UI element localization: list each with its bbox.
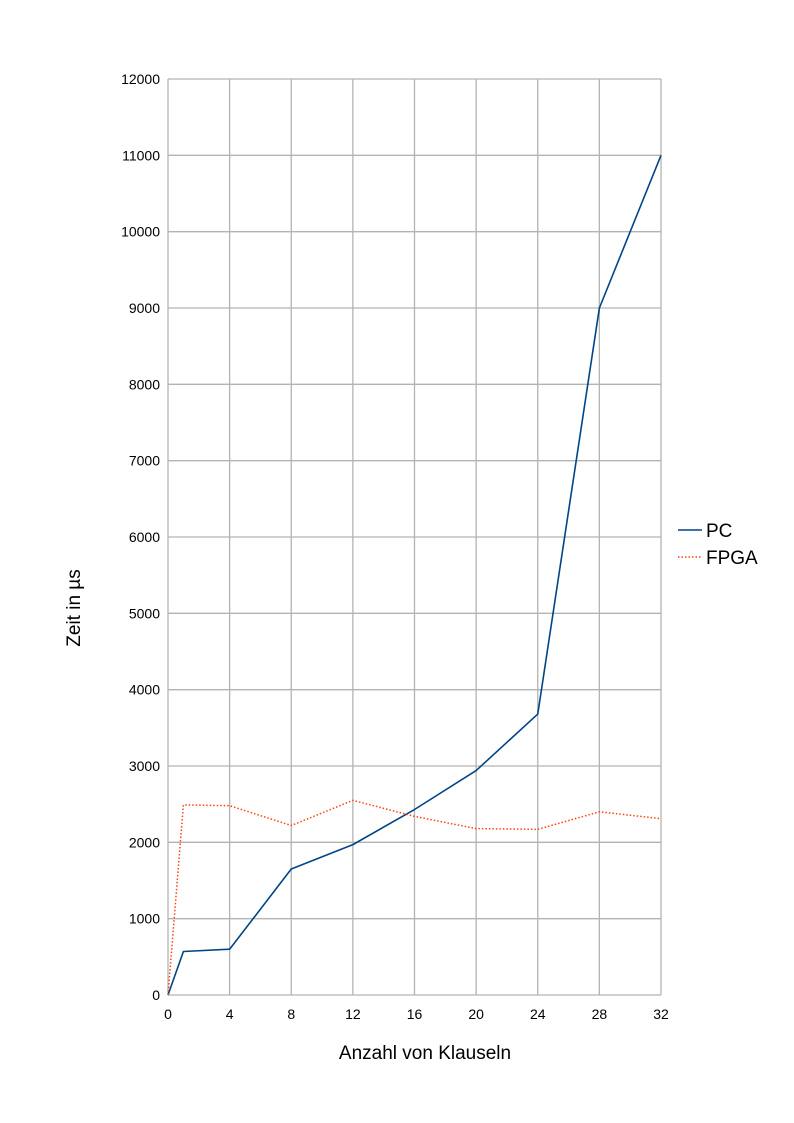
x-tick-labels: 0 4 8 12 16 20 24 28 32 <box>164 1006 669 1022</box>
y-tick-label: 1000 <box>129 911 160 927</box>
y-axis-title: Zeit in µs <box>64 569 85 646</box>
x-tick-label: 12 <box>345 1006 361 1022</box>
series-lines <box>167 155 662 996</box>
series-line-pc <box>167 155 662 996</box>
x-tick-label: 24 <box>530 1006 546 1022</box>
x-tick-label: 0 <box>164 1006 172 1022</box>
x-tick-label: 32 <box>653 1006 669 1022</box>
y-tick-label: 9000 <box>129 300 160 316</box>
legend-label-fpga: FPGA <box>706 548 758 569</box>
y-tick-labels: 0 1000 2000 3000 4000 5000 6000 7000 8000 9000 100… <box>121 71 160 1003</box>
y-tick-label: 7000 <box>129 453 160 469</box>
y-tick-label: 0 <box>152 987 160 1003</box>
x-tick-label: 16 <box>407 1006 423 1022</box>
x-tick-label: 4 <box>226 1006 234 1022</box>
y-tick-label: 5000 <box>129 605 160 621</box>
legend-label-pc: PC <box>706 521 732 542</box>
y-tick-label: 11000 <box>122 147 160 163</box>
y-tick-label: 10000 <box>121 224 160 240</box>
legend: PC FPGA <box>678 521 758 569</box>
x-axis-title: Anzahl von Klauseln <box>339 1043 511 1064</box>
y-tick-label: 6000 <box>129 529 160 545</box>
grid <box>167 78 662 996</box>
series-line-fpga <box>167 799 662 996</box>
y-tick-label: 2000 <box>129 834 160 850</box>
y-tick-label: 8000 <box>129 376 160 392</box>
y-tick-label: 12000 <box>121 71 160 87</box>
x-tick-label: 28 <box>592 1006 608 1022</box>
y-tick-label: 3000 <box>129 758 160 774</box>
y-tick-label: 4000 <box>129 682 160 698</box>
x-tick-label: 8 <box>287 1006 295 1022</box>
x-tick-label: 20 <box>468 1006 484 1022</box>
